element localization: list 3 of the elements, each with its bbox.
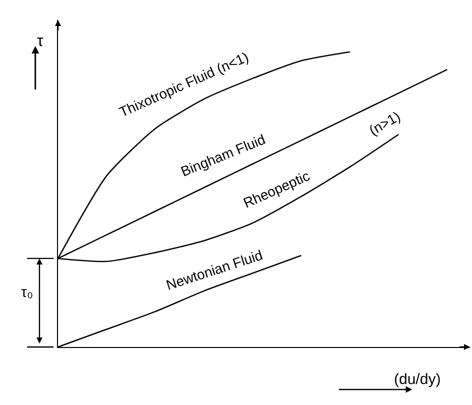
text: τ₀ (21, 284, 34, 301)
y-axis-title: τ (37, 33, 44, 50)
x-axis-title: (du/dy) (394, 371, 441, 388)
